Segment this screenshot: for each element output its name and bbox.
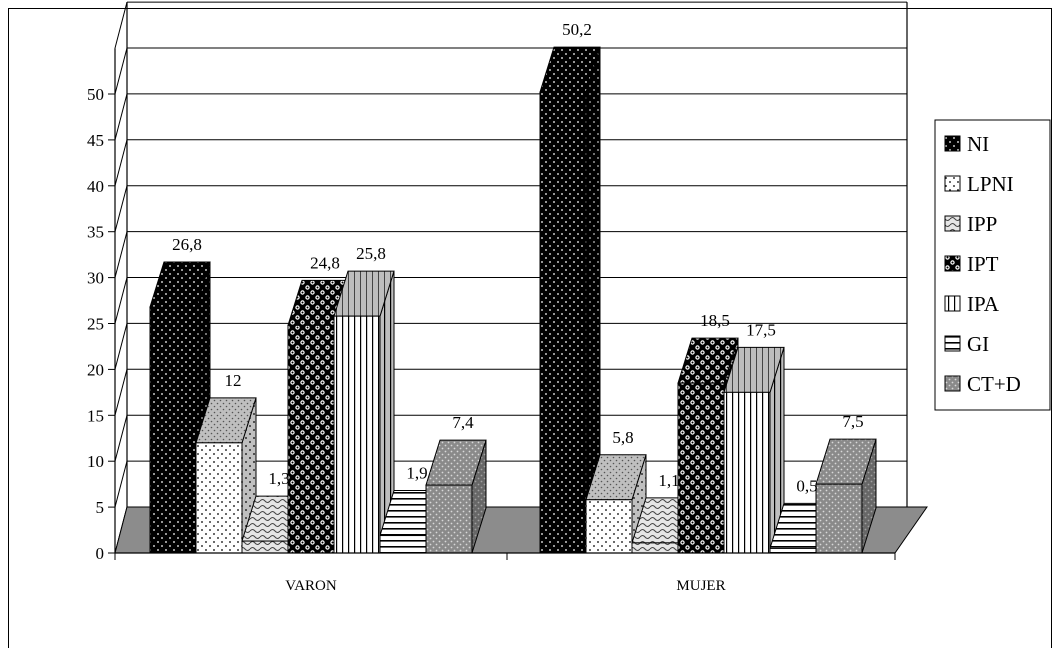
gridline-side: [114, 231, 128, 278]
bar-varon-ipa-label: 25,8: [356, 244, 386, 263]
legend-entry: LPNI: [967, 172, 1014, 196]
bar-mujer-lpni: [585, 454, 647, 554]
bar-varon-lpni-label: 12: [225, 371, 242, 390]
data-labels-layer: 26,8 12 1,3 24,8 25,8 1,9 7,4 50,2 5,8 1,1 18,5 17,…: [172, 20, 864, 495]
gridline-side: [114, 185, 128, 232]
legend: NI LPNI IPP IPT IPA GI CT+D: [934, 119, 1051, 411]
bar-mujer-ipp-front: [631, 542, 679, 554]
y-tick-label: 5: [96, 498, 105, 517]
bar-mujer-gi-label: 0,5: [796, 476, 817, 495]
bar-mujer-ni-label: 50,2: [562, 20, 592, 39]
y-tick-label: 50: [87, 85, 104, 104]
bar-mujer-ni-front: [539, 91, 587, 554]
bar-varon-ct-d: [425, 439, 487, 554]
gridline-side: [114, 277, 128, 324]
bar-mujer-ct-d: [815, 438, 877, 554]
bar-mujer-ipa-front: [723, 391, 771, 554]
legend-swatch: [944, 255, 961, 272]
bar-mujer-ni-side-shade: [586, 47, 600, 553]
legend-entry: NI: [967, 132, 989, 156]
y-tick-label: 25: [87, 315, 104, 334]
y-tick-label: 35: [87, 223, 104, 242]
bar-varon-ipt-label: 24,8: [310, 253, 340, 272]
legend-swatch: [944, 375, 961, 392]
axes-layer: 0 5 10 15 20 25 30 35 40 45 50 VARON MUJER: [87, 85, 896, 594]
legend-entry: IPT: [967, 252, 999, 276]
bar-mujer-gi-front: [769, 547, 817, 554]
bar-mujer-ct-d-label: 7,5: [842, 412, 863, 431]
gridline-side: [114, 93, 128, 141]
bar-mujer-lpni-front: [585, 499, 633, 554]
bar-varon-ipa-side-shade: [380, 271, 394, 553]
bar-mujer-ni: [539, 46, 601, 554]
y-tick-label: 15: [87, 406, 104, 425]
legend-swatch: [944, 175, 961, 192]
gridline-side: [114, 369, 128, 416]
y-tick-label: 10: [87, 452, 104, 471]
bar-varon-ct-d-side-shade: [472, 440, 486, 553]
bar-mujer-ipa-label: 17,5: [746, 320, 776, 339]
bar-mujer-ipa-side-shade: [770, 347, 784, 553]
y-tick-label: 45: [87, 131, 104, 150]
gridline-side: [114, 460, 128, 508]
bar-varon-ni-front: [149, 306, 197, 554]
bar-varon-gi-label: 1,9: [406, 464, 427, 483]
gridline-side: [114, 323, 128, 370]
legend-swatch: [944, 335, 961, 352]
y-tick-label: 40: [87, 177, 104, 196]
gridline-side: [114, 1, 128, 49]
legend-swatch: [944, 215, 961, 232]
bar-varon-gi-front: [379, 535, 427, 554]
bar-mujer-ct-d-side-shade: [862, 439, 876, 553]
bar-varon-ipp-front: [241, 540, 289, 554]
gridline-side: [114, 139, 128, 186]
y-tick-label: 30: [87, 269, 104, 288]
bar-varon-ni-label: 26,8: [172, 235, 202, 254]
bar-mujer-lpni-label: 5,8: [612, 428, 633, 447]
bar-mujer-ipt-label: 18,5: [700, 311, 730, 330]
bar-varon-ipa-front: [333, 315, 381, 554]
bar-mujer-ipp-label: 1,1: [658, 471, 679, 490]
bar-mujer-ct-d-front: [815, 483, 863, 554]
bar-varon-ct-d-label: 7,4: [452, 413, 474, 432]
legend-entry: IPA: [967, 292, 1000, 316]
bar-varon-ipp-label: 1,3: [268, 469, 289, 488]
legend-entry: IPP: [967, 212, 997, 236]
y-tick-label: 20: [87, 360, 104, 379]
bar-varon-ipt-front: [287, 324, 335, 554]
legend-entry: GI: [967, 332, 989, 356]
legend-entry: CT+D: [967, 372, 1021, 396]
bar-mujer-ipt-front: [677, 382, 725, 554]
bar-varon-ipa: [333, 270, 395, 554]
legend-swatch: [944, 295, 961, 312]
x-tick-label: MUJER: [676, 578, 725, 594]
bar-mujer-lpni-side-shade: [632, 454, 646, 553]
bars-layer: [149, 46, 877, 554]
bar-varon-ct-d-front: [425, 484, 473, 554]
gridline-side: [114, 47, 128, 95]
bar-varon-lpni-front: [195, 442, 243, 554]
x-tick-label: VARON: [285, 578, 337, 594]
gridline-side: [114, 415, 128, 462]
bar-mujer-ipa: [723, 346, 785, 554]
y-tick-label: 0: [96, 544, 105, 563]
legend-swatch: [944, 135, 961, 152]
